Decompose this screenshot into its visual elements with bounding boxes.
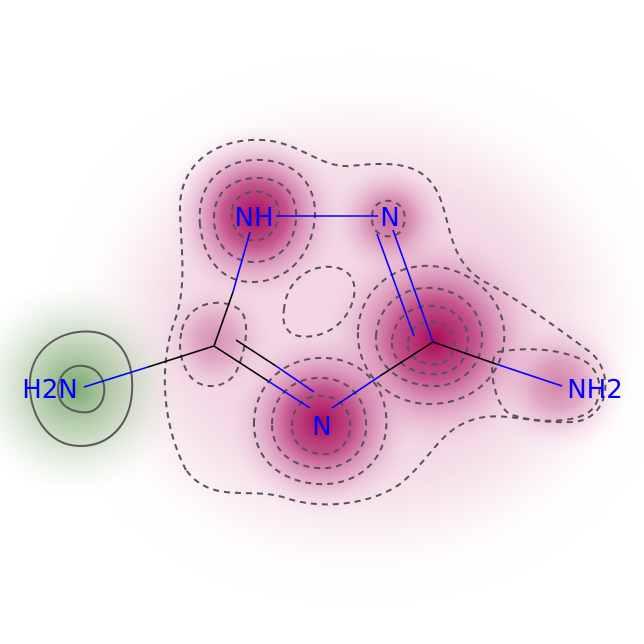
contour-outer <box>163 138 607 506</box>
contour-pos-outer <box>28 330 134 448</box>
bonds <box>83 215 563 409</box>
density-blob-nh <box>165 125 345 305</box>
bond-c-left-n-bottom-b <box>235 339 277 367</box>
contour-bottom-3 <box>290 394 352 456</box>
contour-nh-2 <box>212 176 298 264</box>
contour-pos-inner <box>56 364 106 414</box>
density-blob-h2n <box>0 278 185 498</box>
bond-c-left-n-bottom-a <box>213 345 269 382</box>
contour-inner-ring <box>282 265 356 338</box>
atom-label-n-top: N <box>380 203 399 233</box>
bond-c-left-h2n-n <box>83 366 149 388</box>
contour-left-lobe <box>179 301 248 387</box>
bond-c-left-n-bottom-a2 <box>267 380 311 409</box>
atom-label-n-bottom: N <box>312 412 331 442</box>
bond-c-left-h2n <box>147 345 215 368</box>
bond-nh-c-left-carbon <box>213 291 234 347</box>
contour-n-top <box>370 199 406 238</box>
contour-bottom-2 <box>270 376 368 470</box>
contour-nh-1 <box>198 158 316 284</box>
bond-n-c-right-a <box>392 229 434 343</box>
atom-label-h2n: H2N <box>22 375 78 405</box>
contour-right-4 <box>406 320 456 366</box>
negative-contours <box>163 138 607 506</box>
atom-labels: NH N N H2N NH2 <box>22 203 623 442</box>
bond-n-c-right-b <box>376 233 415 337</box>
bond-c-right-nh2 <box>432 341 497 365</box>
contour-right-3 <box>390 304 470 376</box>
bond-nh-c-left <box>232 231 251 293</box>
density-blob-n-top <box>330 160 450 280</box>
density-blob-c-left <box>155 280 275 400</box>
positive-contours <box>28 330 134 448</box>
contour-right-2 <box>374 286 484 388</box>
bond-c-right-nh2-n <box>495 363 563 387</box>
contour-nh-3 <box>230 190 280 242</box>
bond-n-bottom-c-right <box>331 375 381 409</box>
contour-nh2-lobe <box>491 348 601 422</box>
atom-label-nh2: NH2 <box>567 375 623 405</box>
contour-bottom-1 <box>252 356 388 486</box>
bond-c-left-n-bottom-b2 <box>275 365 315 393</box>
density-blobs <box>0 125 630 517</box>
contour-right-1 <box>356 264 506 406</box>
atom-label-nh: NH <box>235 203 274 233</box>
bond-n-bottom-c-right-carbon <box>379 341 434 377</box>
